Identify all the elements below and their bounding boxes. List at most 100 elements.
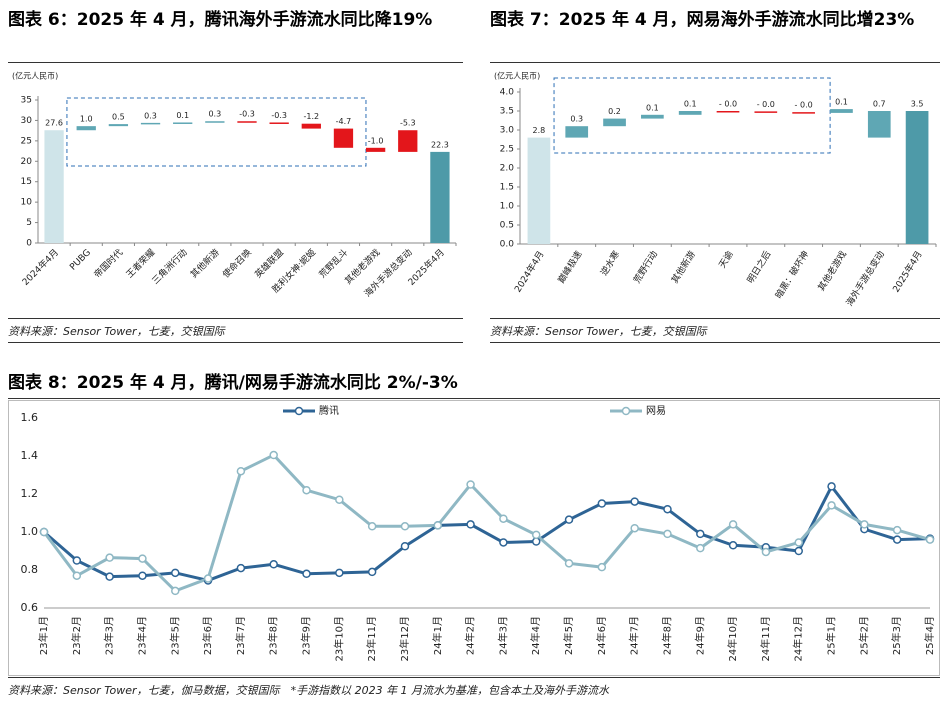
- y-tick-label: 20: [21, 157, 33, 167]
- data-label: 2.8: [533, 126, 546, 135]
- rule: [8, 62, 463, 63]
- point: [794, 538, 803, 547]
- point: [892, 535, 902, 544]
- data-label: 0.1: [835, 98, 848, 107]
- x-tick-label: 23年8月: [267, 616, 280, 655]
- data-label: -0.3: [239, 110, 255, 119]
- data-label: 0.2: [608, 107, 621, 116]
- y-tick-label: 10: [21, 198, 33, 208]
- x-tick-label: 24年8月: [660, 616, 673, 655]
- point: [72, 571, 82, 580]
- bar: [237, 121, 257, 123]
- x-tick-label: 23年2月: [70, 616, 83, 655]
- bar: [603, 118, 626, 127]
- x-tick-label: 天谕: [716, 249, 736, 271]
- y-tick-label: 1.6: [21, 411, 39, 424]
- point: [597, 562, 607, 572]
- bar: [830, 109, 853, 113]
- y-tick-label: 0.8: [21, 563, 39, 576]
- source: 资料来源：Sensor Tower，七麦，伽马数据，交银国际 *手游指数以 20…: [8, 684, 610, 697]
- x-tick-label: 24年1月: [431, 616, 444, 655]
- y-tick-label: 3.5: [500, 107, 514, 117]
- x-tick-label: 25年1月: [825, 616, 838, 655]
- x-tick-label: 23年4月: [135, 616, 148, 655]
- bar: [44, 130, 64, 243]
- bar: [678, 111, 702, 115]
- x-tick-label: 24年10月: [726, 616, 739, 661]
- chart-title: 图表 8：2025 年 4 月，腾讯/网易手游流水同比 2%/-3%: [8, 373, 458, 393]
- x-tick-label: 23年7月: [234, 616, 247, 655]
- y-tick-label: 30: [21, 116, 33, 126]
- rule: [8, 342, 463, 343]
- bar: [641, 114, 664, 119]
- point: [236, 563, 246, 573]
- data-label: 1.0: [80, 115, 93, 124]
- rule: [8, 677, 940, 678]
- x-tick-label: 其他老游戏: [815, 249, 849, 294]
- point: [761, 547, 771, 557]
- y-tick-label: 4.0: [500, 88, 515, 98]
- data-label: 0.1: [646, 103, 659, 112]
- point: [827, 482, 836, 491]
- point: [302, 569, 311, 579]
- point: [794, 546, 803, 556]
- bar: [792, 112, 815, 114]
- point: [564, 515, 574, 524]
- point: [400, 522, 410, 531]
- legend-label: 网易: [646, 405, 666, 417]
- point: [105, 553, 114, 562]
- point: [367, 567, 377, 577]
- x-tick-label: 其他新游: [669, 249, 698, 286]
- bar: [76, 126, 96, 131]
- point: [236, 466, 246, 476]
- point: [171, 586, 180, 596]
- point: [105, 572, 114, 581]
- point: [138, 554, 147, 563]
- point: [827, 501, 836, 510]
- data-label: - 0.0: [795, 101, 813, 110]
- annotation-box: [66, 97, 367, 167]
- point: [860, 520, 869, 529]
- x-tick-label: 23年9月: [300, 616, 313, 655]
- point: [269, 450, 278, 460]
- point: [728, 520, 738, 529]
- point: [564, 559, 574, 568]
- x-tick-label: 2024年4月: [512, 249, 547, 295]
- data-label: -4.7: [336, 117, 352, 126]
- y-tick-label: 5: [26, 218, 32, 228]
- bar: [430, 151, 450, 243]
- y-tick-label: 1.2: [21, 487, 39, 500]
- source: 资料来源：Sensor Tower，七麦，交银国际: [8, 325, 225, 338]
- x-tick-label: 25年2月: [857, 616, 870, 655]
- x-tick-label: 使命召唤: [220, 246, 254, 280]
- y-tick-label: 2.5: [500, 145, 514, 155]
- chart-title: 图表 6：2025 年 4 月，腾讯海外手游流水同比降19%: [8, 10, 433, 30]
- x-tick-label: 25年4月: [923, 616, 936, 655]
- point: [203, 574, 213, 583]
- point: [269, 560, 278, 569]
- point: [892, 525, 902, 535]
- series-line: [43, 483, 931, 583]
- bar: [205, 121, 225, 123]
- point: [466, 520, 475, 529]
- y-tick-label: 1.4: [21, 449, 39, 462]
- data-label: 0.3: [144, 111, 157, 120]
- data-label: - 0.0: [719, 100, 737, 109]
- data-label: -1.0: [368, 136, 384, 145]
- point: [335, 568, 344, 578]
- rule: [490, 62, 940, 63]
- y-tick-label: 0.5: [500, 221, 514, 231]
- bar: [365, 147, 386, 152]
- rule: [8, 398, 940, 399]
- x-tick-label: 24年12月: [792, 616, 805, 661]
- x-tick-label: 英雄联盟: [252, 246, 286, 280]
- x-tick-label: 24年2月: [464, 616, 477, 655]
- legend-label: 腾讯: [319, 404, 339, 417]
- x-tick-label: PUBG: [68, 248, 93, 273]
- point: [499, 514, 508, 523]
- bar: [173, 122, 193, 124]
- bar: [398, 130, 418, 152]
- x-tick-label: 荒野行动: [631, 249, 660, 286]
- point: [696, 529, 705, 539]
